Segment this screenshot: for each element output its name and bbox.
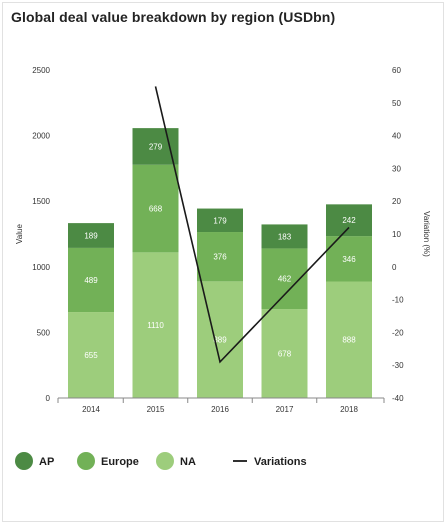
y2-tick-label: 20 [392, 197, 401, 206]
bar-label: 678 [278, 350, 292, 359]
y-tick-label: 1500 [32, 197, 50, 206]
bars: 655 489 189 1110 668 279 889 376 179 678 462 183 888… [68, 128, 372, 398]
y2-axis-label: Variation (%) [422, 211, 431, 257]
left-axis: 0 500 1000 1500 2000 2500 Value [15, 66, 51, 403]
bar-label: 655 [84, 351, 98, 360]
y-tick-label: 0 [46, 394, 51, 403]
bar-ap-2016 [197, 208, 243, 233]
bar-label: 888 [342, 336, 356, 345]
bar-ap-2017 [261, 224, 308, 249]
legend-label: AP [39, 456, 54, 468]
variation-line [154, 86, 350, 364]
x-tick-label: 2018 [340, 405, 358, 414]
bar-na-2014 [68, 312, 114, 398]
y2-tick-label: -30 [392, 361, 404, 370]
x-tick-label: 2014 [82, 405, 100, 414]
bar-label: 242 [342, 216, 356, 225]
x-tick-label: 2016 [211, 405, 229, 414]
y2-tick-label: 10 [392, 230, 401, 239]
y-tick-label: 500 [37, 328, 51, 337]
y2-tick-label: 30 [392, 164, 401, 173]
bar-label: 376 [213, 253, 227, 262]
bar-label: 489 [84, 276, 98, 285]
legend: AP Europe NA Variations [15, 452, 307, 470]
bar-ap-2014 [68, 223, 114, 248]
bar-europe-2014 [68, 247, 114, 313]
y2-tick-label: -20 [392, 328, 404, 337]
y2-tick-label: 0 [392, 263, 397, 272]
bar-na-2015 [132, 252, 179, 398]
y-tick-label: 2500 [32, 66, 50, 75]
y-tick-label: 2000 [32, 132, 50, 141]
legend-swatch-ap [15, 452, 33, 470]
bar-europe-2016 [197, 232, 243, 282]
y-axis-label: Value [15, 224, 24, 244]
y2-tick-label: 50 [392, 99, 401, 108]
series-line-variations [154, 86, 350, 364]
y2-tick-label: 60 [392, 66, 401, 75]
right-axis: 60 50 40 30 20 10 0 -10 -20 -30 -40 Variation (%) [392, 66, 431, 403]
chart-title: Global deal value breakdown by region (U… [11, 9, 336, 25]
bar-label: 889 [213, 336, 227, 345]
legend-swatch-europe [77, 452, 95, 470]
bar-ap-2015 [132, 128, 179, 165]
bar-na-2016 [197, 281, 243, 398]
legend-swatch-na [156, 452, 174, 470]
bar-europe-2015 [132, 164, 179, 253]
bar-na-2017 [261, 309, 308, 398]
bar-ap-2018 [326, 204, 372, 237]
x-tick-label: 2017 [276, 405, 294, 414]
bar-label: 189 [84, 232, 98, 241]
y2-tick-label: 40 [392, 132, 401, 141]
legend-label: NA [180, 456, 196, 468]
x-tick-label: 2015 [147, 405, 165, 414]
y2-tick-label: -10 [392, 296, 404, 305]
bar-label: 183 [278, 232, 292, 241]
bar-label: 462 [278, 275, 292, 284]
bar-label: 1110 [147, 321, 164, 330]
legend-label: Variations [254, 456, 307, 468]
y2-tick-label: -40 [392, 394, 404, 403]
legend-label: Europe [101, 456, 139, 468]
bar-label: 279 [149, 142, 163, 151]
y-tick-label: 1000 [32, 263, 50, 272]
bar-label: 179 [213, 216, 227, 225]
bar-label: 668 [149, 205, 163, 214]
bar-label: 346 [342, 255, 356, 264]
bar-na-2018 [326, 281, 372, 398]
x-axis: 2014 2015 2016 2017 2018 [57, 397, 385, 414]
